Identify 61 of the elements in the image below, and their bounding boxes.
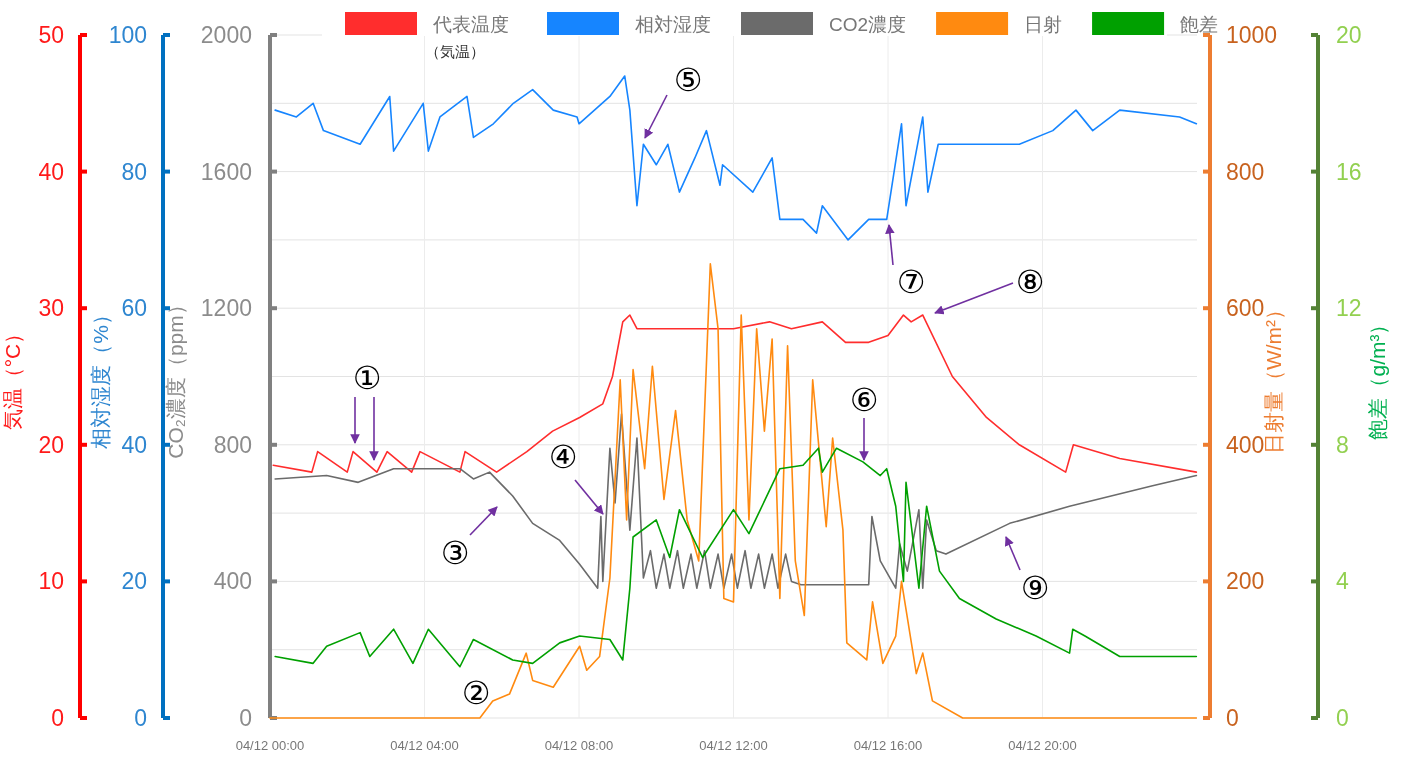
y3-tick-label: 40 — [121, 431, 147, 458]
x-tick-label: 04/12 04:00 — [390, 738, 459, 753]
y2-tick-label: 4 — [1336, 568, 1349, 595]
annotation: ③ — [440, 506, 498, 571]
y2-tick-label: 40 — [38, 158, 64, 185]
annotation: ① — [352, 360, 382, 396]
y2-tick-label: 8 — [1336, 431, 1349, 458]
y2-tick-label: 10 — [38, 568, 64, 595]
y2-tick-label: 20 — [1336, 22, 1362, 48]
y-tick-label: 1200 — [200, 295, 252, 322]
y2-tick-label: 20 — [38, 431, 64, 458]
annotation: ⑥ — [849, 382, 879, 418]
y-tick-label: 1600 — [200, 158, 252, 185]
y3-axis-title: 相対湿度（%） — [89, 304, 112, 449]
legend-label: CO2濃度 — [829, 14, 907, 35]
y-tick-label: 1000 — [1226, 22, 1278, 48]
x-tick-label: 04/12 08:00 — [544, 738, 614, 753]
y-tick-label: 200 — [1226, 568, 1265, 595]
y2-tick-label: 0 — [51, 705, 64, 731]
y2-tick-label: 30 — [38, 295, 64, 322]
annotation: ⑨ — [1004, 536, 1050, 606]
annotation: ② — [461, 675, 491, 711]
annotation: ⑤ — [644, 62, 703, 139]
y3-tick-label: 80 — [121, 158, 147, 185]
y2-tick-label: 16 — [1336, 158, 1362, 185]
y3-tick-label: 100 — [108, 22, 147, 48]
legend-label: 日射 — [1024, 14, 1063, 35]
y3-tick-label: 20 — [121, 568, 147, 595]
y-tick-label: 600 — [1226, 295, 1265, 322]
annotation: ⑧ — [934, 264, 1045, 315]
annotation: ③ — [440, 535, 470, 571]
annotation: ⑥ — [849, 382, 879, 461]
y3-tick-label: 60 — [121, 295, 147, 322]
y-tick-label: 800 — [1226, 158, 1265, 185]
annotation: ① — [350, 360, 382, 461]
y-axis-title: CO₂濃度（ppm） — [164, 294, 187, 459]
y-tick-label: 400 — [213, 568, 252, 595]
annotation: ⑤ — [673, 62, 703, 98]
y2-axis-title: 気温（°C） — [1, 322, 24, 431]
y2-tick-label: 12 — [1336, 295, 1362, 322]
annotation: ④ — [548, 439, 604, 515]
y2-tick-label: 50 — [38, 22, 64, 48]
annotation: ⑨ — [1020, 570, 1050, 606]
y-tick-label: 2000 — [200, 22, 252, 48]
y-tick-label: 800 — [213, 431, 252, 458]
y-tick-label: 0 — [239, 705, 252, 731]
x-tick-label: 04/12 00:00 — [235, 738, 305, 753]
x-tick-label: 04/12 16:00 — [853, 738, 923, 753]
y2-axis-title: 飽差（g/m³） — [1366, 313, 1389, 440]
annotation: ⑧ — [1015, 264, 1045, 300]
annotation: ④ — [548, 439, 578, 475]
x-tick-label: 04/12 12:00 — [699, 738, 768, 753]
legend-label: 飽差 — [1180, 14, 1219, 35]
annotation: ⑦ — [885, 224, 926, 300]
y-tick-label: 0 — [1226, 705, 1239, 731]
y2-tick-label: 0 — [1336, 705, 1349, 731]
y3-tick-label: 0 — [134, 705, 147, 731]
x-tick-label: 04/12 20:00 — [1008, 738, 1077, 753]
annotation: ⑦ — [896, 264, 926, 300]
y-tick-label: 400 — [1226, 431, 1265, 458]
legend-label: 相対湿度 — [635, 14, 711, 35]
